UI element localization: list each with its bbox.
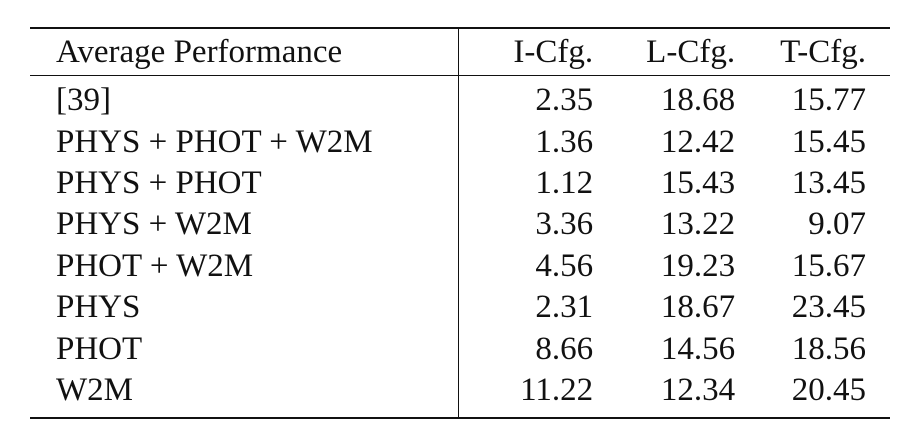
row-l-cfg: 14.56 [660,330,736,367]
row-method: PHYS + PHOT [30,162,460,205]
row-l-cfg: 12.34 [660,371,736,408]
row-method: PHYS + W2M [30,204,460,246]
header-t-cfg: T-Cfg. [780,33,866,70]
results-table: Average Performance I-Cfg. L-Cfg. T-Cfg.… [30,27,890,419]
row-t-cfg: 13.45 [791,164,866,201]
row-i-cfg: 11.22 [520,371,594,408]
table-row: PHYS + PHOT + W2M 1.36 12.42 15.45 [30,121,890,163]
row-method: PHOT [30,328,460,370]
row-t-cfg: 9.07 [808,206,866,243]
row-i-cfg: 1.12 [535,164,594,201]
row-i-cfg: 8.66 [535,330,594,367]
row-method: PHOT + W2M [30,245,460,287]
row-l-cfg: 18.68 [660,82,736,119]
table-row: PHYS 2.31 18.67 23.45 [30,286,890,329]
row-t-cfg: 15.67 [791,247,866,284]
row-t-cfg: 18.56 [791,330,866,367]
row-i-cfg: 2.31 [535,289,594,326]
header-i-cfg: I-Cfg. [513,33,594,70]
table-row: W2M 11.22 12.34 20.45 [30,369,890,419]
results-table-container: Average Performance I-Cfg. L-Cfg. T-Cfg.… [30,27,890,419]
row-l-cfg: 15.43 [660,164,736,201]
row-method: PHYS [30,286,460,329]
table-header: Average Performance I-Cfg. L-Cfg. T-Cfg. [30,28,890,76]
row-l-cfg: 19.23 [660,247,736,284]
row-t-cfg: 15.77 [791,82,866,119]
table-row: PHYS + PHOT 1.12 15.43 13.45 [30,162,890,205]
row-l-cfg: 18.67 [660,289,736,326]
row-t-cfg: 20.45 [791,371,866,408]
row-i-cfg: 3.36 [535,206,594,243]
header-method: Average Performance [30,28,460,76]
row-t-cfg: 15.45 [791,123,866,160]
header-l-cfg: L-Cfg. [646,33,736,70]
row-l-cfg: 13.22 [660,206,736,243]
row-l-cfg: 12.42 [660,123,736,160]
row-method: W2M [30,369,460,419]
row-method: [39] [30,75,460,122]
table-row: PHYS + W2M 3.36 13.22 9.07 [30,204,890,246]
table-body: [39] 2.35 18.68 15.77 PHYS + PHOT + W2M … [30,75,890,419]
row-method: PHYS + PHOT + W2M [30,121,460,163]
row-i-cfg: 2.35 [535,82,594,119]
table-row: PHOT 8.66 14.56 18.56 [30,328,890,370]
header-row: Average Performance I-Cfg. L-Cfg. T-Cfg. [30,28,890,76]
row-i-cfg: 4.56 [535,247,594,284]
table-row: [39] 2.35 18.68 15.77 [30,75,890,122]
row-t-cfg: 23.45 [791,289,866,326]
row-i-cfg: 1.36 [535,123,594,160]
table-row: PHOT + W2M 4.56 19.23 15.67 [30,245,890,287]
